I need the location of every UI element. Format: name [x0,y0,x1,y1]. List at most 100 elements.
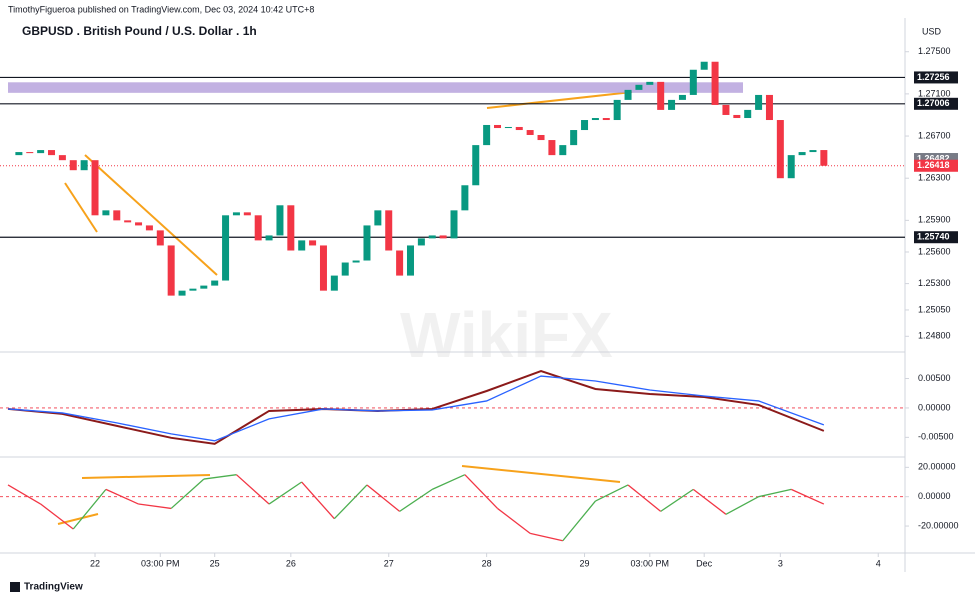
candle [265,235,273,241]
y-tick-label: 0.00500 [918,373,951,383]
x-tick-label: 03:00 PM [141,558,180,568]
y-tick-label: 20.00000 [918,462,956,472]
y-tick-label: -20.00000 [918,520,959,530]
candle [472,145,480,186]
y-tick-label: 1.25050 [918,304,951,314]
candle [678,94,686,100]
oscillator-segment [431,474,466,490]
oscillator-segment [236,474,270,505]
x-tick-label: 25 [210,558,220,568]
candle [135,222,143,226]
x-tick-label: 28 [482,558,492,568]
candle [570,130,578,146]
y-tick-label: 1.25900 [918,215,951,225]
candle [624,89,632,100]
candle [352,260,360,263]
candle [341,262,349,276]
candle [439,235,447,239]
candle [417,238,425,246]
level-tag [914,231,958,244]
oscillator-segment [497,507,531,534]
candle [276,205,284,236]
level-tag [914,71,958,84]
oscillator-segment [660,488,694,512]
oscillator-segment [758,488,792,498]
candle [733,114,741,119]
candle [80,160,88,171]
brand-logo [10,582,20,592]
x-tick-label: 03:00 PM [631,558,670,568]
candle [722,104,730,115]
candle [330,275,338,291]
oscillator-segment [464,474,498,509]
level-label: 1.25740 [917,232,950,242]
candle [635,84,643,90]
candle [124,220,132,223]
candle [765,94,773,121]
level-label: 1.27256 [917,72,950,82]
indicator-line [7,375,825,442]
oscillator-segment [40,503,74,530]
candle [483,124,491,146]
candle [515,126,523,131]
level-tag [914,97,958,110]
candle [450,210,458,239]
candle [222,215,230,281]
candle [820,150,828,166]
candle [548,140,556,156]
candle [319,245,327,291]
candle [232,212,240,216]
candle [363,225,371,261]
candle [657,81,665,110]
candle [809,150,817,153]
candle [776,120,784,179]
candle [602,118,610,121]
candle [145,225,153,231]
candle [298,240,306,251]
x-tick-label: Dec [696,558,713,568]
candle [504,126,512,129]
candle [559,145,567,156]
candle [156,230,164,246]
candle [37,150,45,154]
byline: TimothyFigueroa published on TradingView… [8,4,314,14]
oscillator-segment [72,488,107,530]
candle [189,288,197,291]
oscillator-segment [333,484,368,520]
y-tick-label: 0.00000 [918,491,951,501]
oscillator-segment [595,484,629,502]
candle [385,210,393,251]
oscillator-segment [268,481,303,505]
candle [668,99,676,110]
level-label: 1.27006 [917,98,950,108]
oscillator-segment [301,481,335,520]
candle [537,134,545,141]
currency: USD [922,26,942,36]
oscillator-segment [138,503,172,510]
y-tick-label: 1.26700 [918,130,951,140]
candle [254,215,262,241]
candle [406,245,414,276]
oscillator-segment [627,484,662,512]
price-label: 1.26482 [917,153,950,163]
candle [591,118,599,121]
watermark: WikiFX [400,299,613,371]
candle [787,155,795,179]
oscillator-segment [399,488,433,512]
candle [374,210,382,226]
candle [581,120,589,131]
y-tick-label: 1.25300 [918,278,951,288]
candle [494,124,502,129]
oscillator-segment [530,532,563,542]
candle [613,99,621,121]
candle [211,280,219,286]
candle [200,285,208,289]
oscillator-segment [790,488,825,505]
x-tick-label: 22 [90,558,100,568]
x-tick-label: 26 [286,558,296,568]
oscillator-segment [725,496,759,515]
candle [700,61,708,70]
candle [15,152,23,156]
candle [167,245,175,296]
